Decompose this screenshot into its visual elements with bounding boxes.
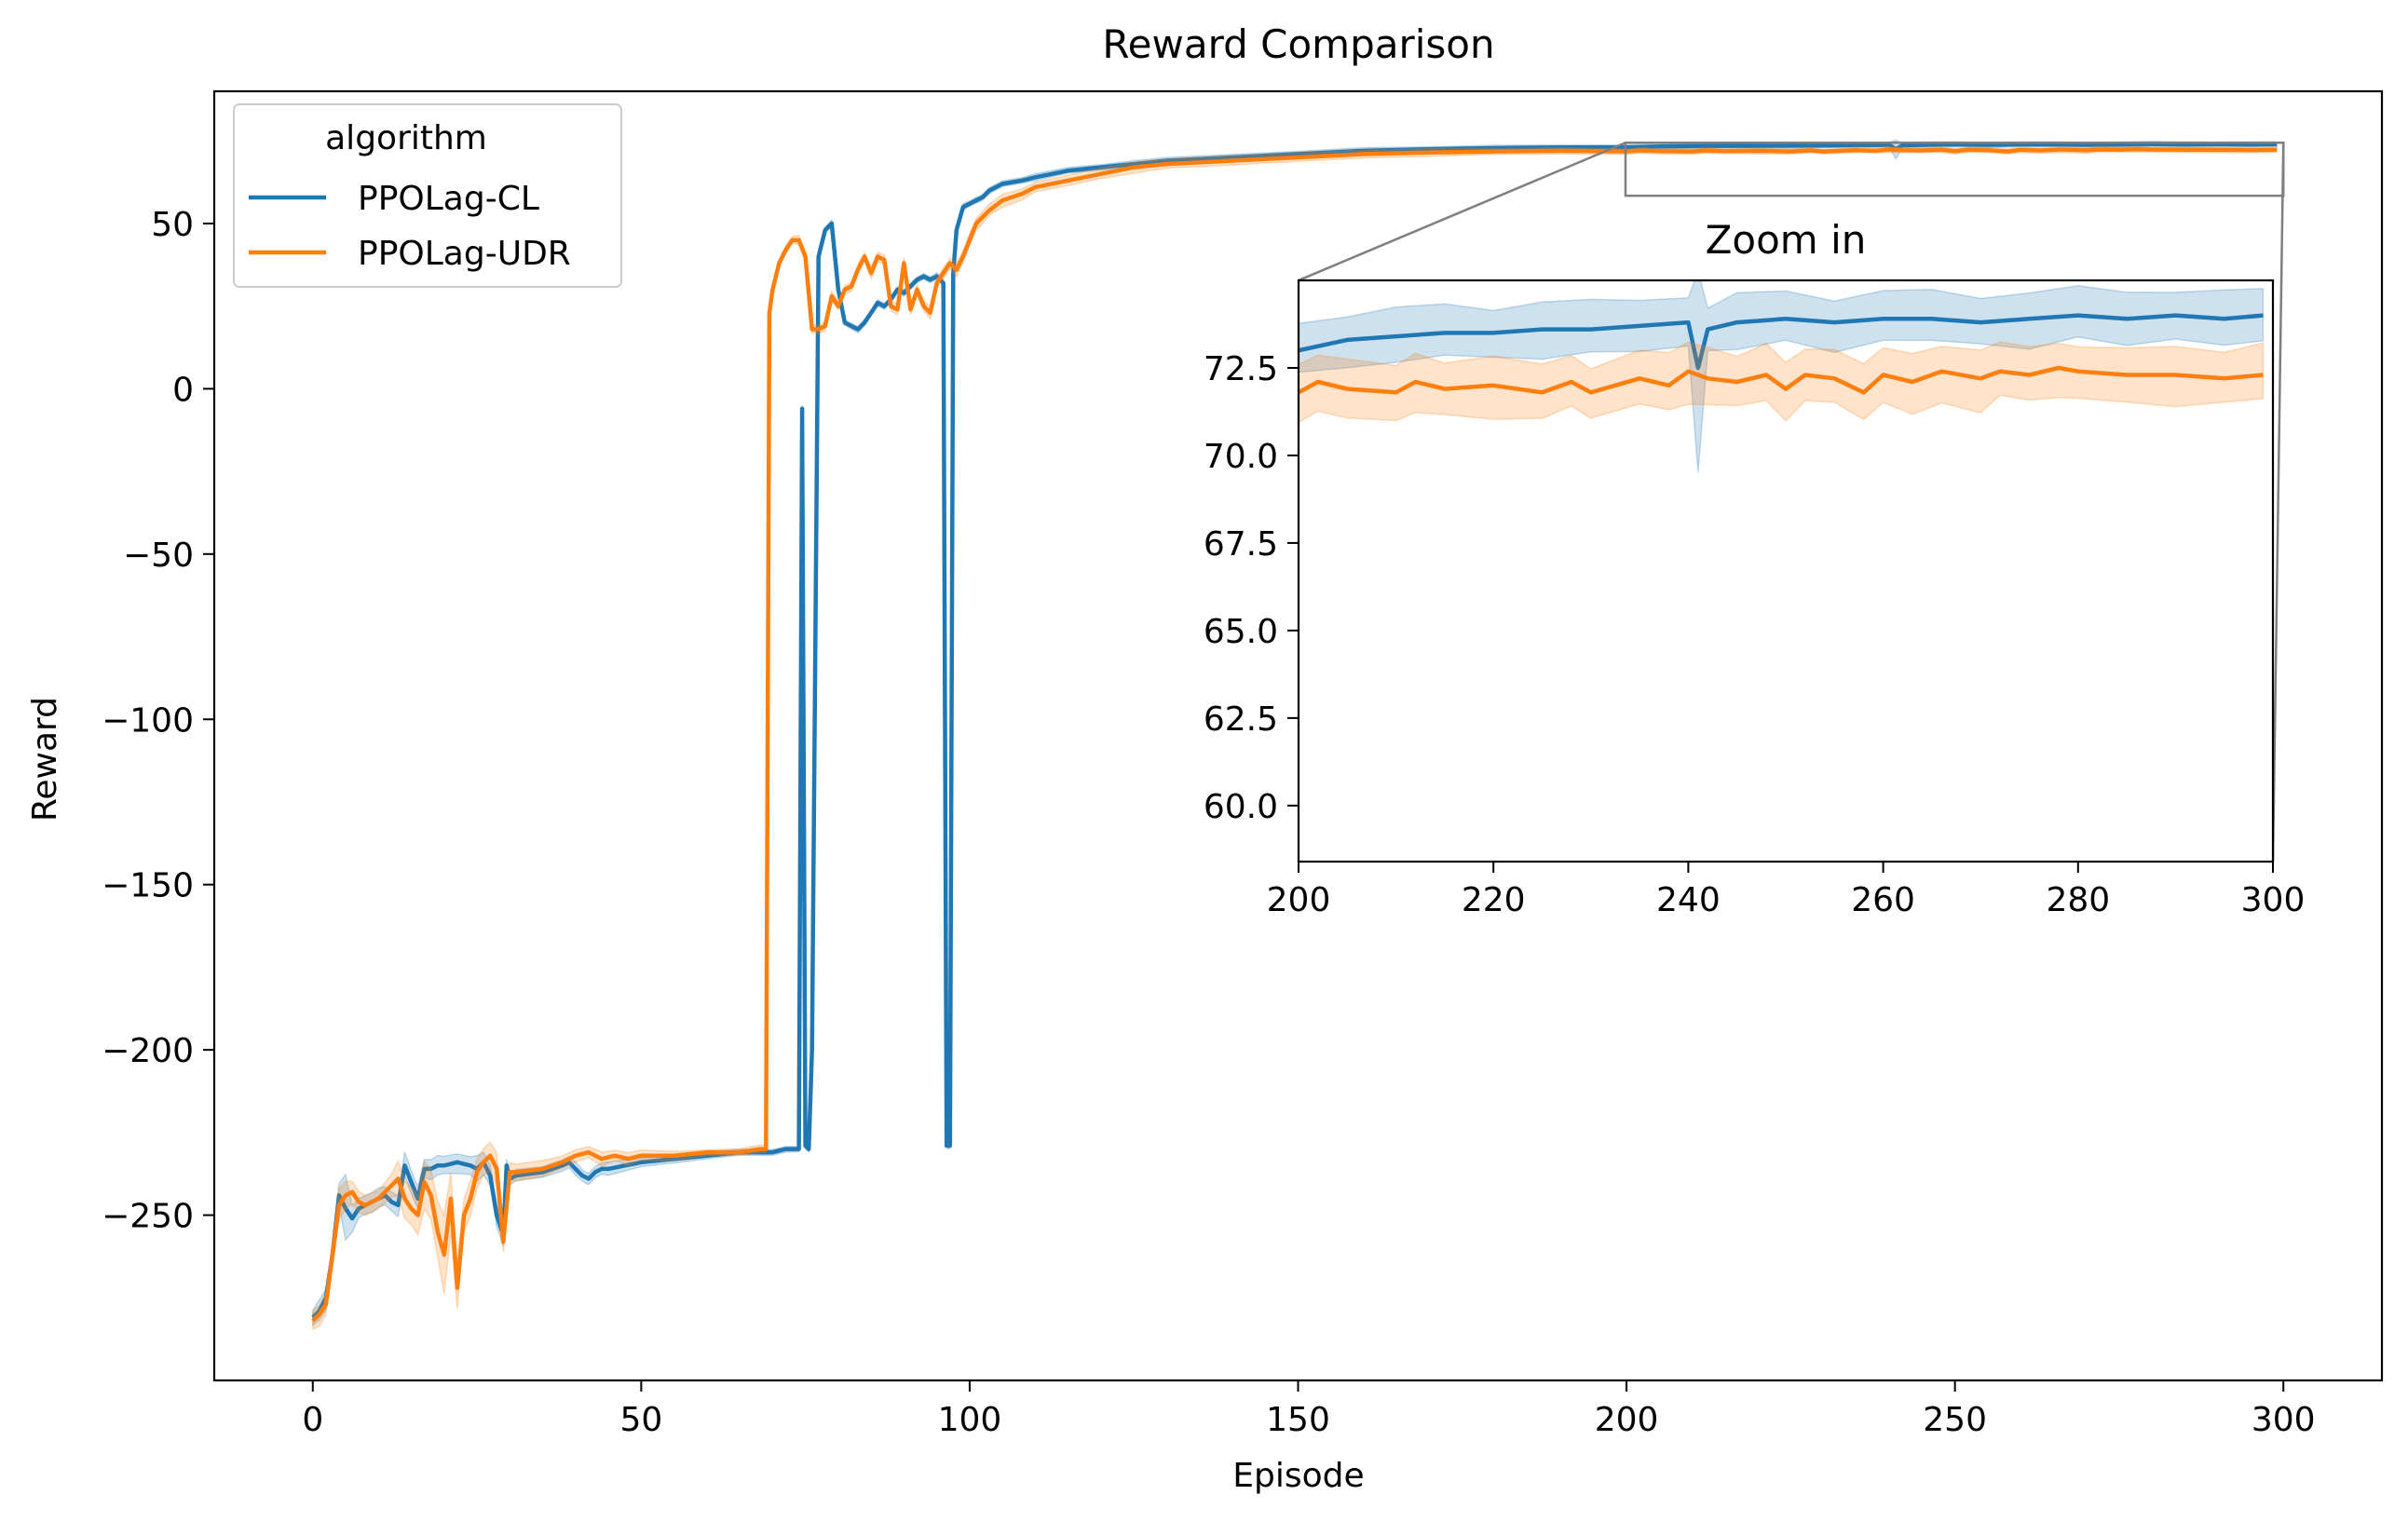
y-tick-label: −50: [123, 537, 194, 575]
inset-x-tick-label: 200: [1267, 881, 1331, 919]
y-tick-label: 0: [172, 371, 194, 409]
y-tick-label: 50: [151, 206, 194, 244]
main-y-axis: −250 −200 −150 −100 −50 0 50: [102, 206, 214, 1236]
inset-x-tick-label: 280: [2046, 881, 2110, 919]
confidence-band-ppolag-udr: [312, 145, 2278, 1331]
zoom-connector-left: [1298, 142, 1626, 282]
x-tick-label: 0: [302, 1401, 323, 1439]
main-x-axis: 0 50 100 150 200 250 300: [302, 1380, 2316, 1439]
x-tick-label: 250: [1923, 1401, 1987, 1439]
legend-label-ppolag-udr: PPOLag-UDR: [358, 235, 571, 273]
y-tick-label: −100: [102, 701, 194, 740]
inset-y-tick-label: 70.0: [1204, 438, 1278, 476]
x-axis-label: Episode: [1232, 1457, 1364, 1495]
series-line-ppolag-udr: [311, 146, 2278, 1323]
legend-box: [233, 103, 622, 288]
inset-x-tick-label: 240: [1656, 881, 1721, 919]
legend-label-ppolag-cl: PPOLag-CL: [358, 180, 539, 218]
inset-x-axis: 200 220 240 260 280 300: [1267, 862, 2306, 919]
inset-y-tick-label: 72.5: [1204, 350, 1278, 388]
inset-y-tick-label: 60.0: [1204, 788, 1278, 826]
confidence-band-ppolag-cl: [312, 139, 2278, 1327]
inset-axes-frame: [1297, 279, 2275, 863]
y-tick-label: −250: [102, 1198, 194, 1236]
inset-x-tick-label: 260: [1851, 881, 1915, 919]
inset-plot-area: [1299, 280, 2265, 473]
series-line-ppolag-udr: [1299, 365, 2264, 395]
series-line-ppolag-cl: [1299, 313, 2264, 371]
chart-title: Reward Comparison: [1102, 21, 1494, 67]
inset-y-axis: 60.0 62.5 65.0 67.5 70.0 72.5: [1204, 350, 1299, 826]
x-tick-label: 200: [1595, 1401, 1659, 1439]
inset-background: [1299, 280, 2273, 862]
legend-title: algorithm: [325, 119, 487, 157]
legend: algorithm PPOLag-CL PPOLag-UDR: [233, 103, 622, 288]
inset-title: Zoom in: [1706, 217, 1867, 263]
main-plot-area: [311, 139, 2278, 1331]
inset-x-tick-label: 300: [2241, 881, 2306, 919]
y-tick-label: −150: [102, 867, 194, 905]
x-tick-label: 300: [2252, 1401, 2316, 1439]
series-line-ppolag-cl: [311, 142, 2278, 1320]
y-axis-label: Reward: [26, 697, 64, 822]
x-tick-label: 100: [938, 1401, 1002, 1439]
x-tick-label: 150: [1266, 1401, 1330, 1439]
inset-y-tick-label: 65.0: [1204, 613, 1278, 651]
inset-x-tick-label: 220: [1462, 881, 1526, 919]
confidence-band-ppolag-udr: [1299, 341, 2265, 424]
inset-y-tick-label: 62.5: [1204, 700, 1278, 739]
x-tick-label: 50: [619, 1401, 662, 1439]
zoom-indicator: [1298, 141, 2285, 863]
y-tick-label: −200: [102, 1032, 194, 1070]
inset-y-tick-label: 67.5: [1204, 525, 1278, 564]
zoom-connector-right: [2271, 143, 2285, 863]
